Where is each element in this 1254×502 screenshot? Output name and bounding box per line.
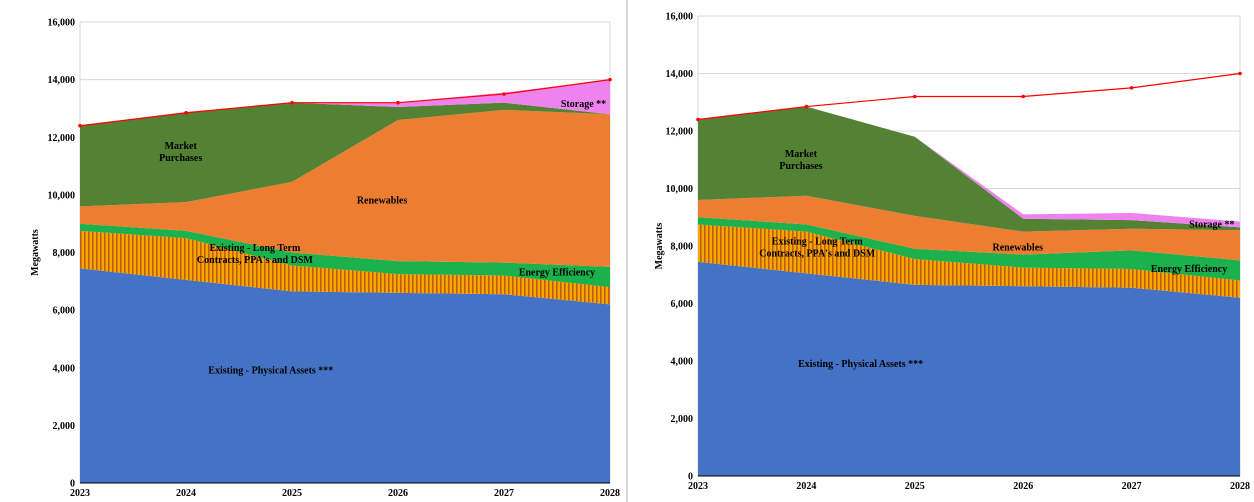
x-tick-label: 2023: [70, 488, 90, 499]
series-label-line: Renewables: [992, 242, 1043, 253]
area-efficiency: [80, 223, 610, 288]
load-point: [78, 123, 82, 128]
series-label-renewables: Renewables: [992, 242, 1043, 253]
y-tick-label: 10,000: [666, 184, 694, 195]
series-label-line: Existing - Long Term: [209, 243, 301, 254]
area-renewables: [698, 195, 1240, 261]
x-tick-label: 2024: [796, 481, 816, 492]
load-point: [1129, 86, 1134, 90]
y-tick-label: 16,000: [48, 18, 76, 29]
load-point: [696, 117, 700, 122]
series-label-physical: Existing - Physical Assets ***: [798, 359, 923, 370]
series-label-line: Purchases: [159, 153, 202, 164]
series-label-line: Contracts, PPA's and DSM: [759, 249, 875, 260]
y-tick-label: 6,000: [53, 306, 76, 317]
y-tick-label: 12,000: [48, 133, 76, 144]
load-point: [608, 77, 612, 82]
series-label-line: Energy Efficiency: [1151, 264, 1227, 275]
y-tick-label: 14,000: [48, 75, 76, 86]
x-tick-label: 2025: [282, 488, 302, 499]
load-line: [79, 79, 611, 127]
chart-divider: [626, 0, 628, 502]
series-label-line: Existing - Physical Assets ***: [208, 366, 333, 377]
y-tick-label: 0: [70, 479, 75, 490]
load-point: [502, 92, 506, 96]
load-point: [1021, 94, 1025, 99]
area-contracts: [80, 230, 610, 305]
x-tick-label: 2027: [1122, 481, 1142, 492]
series-label-efficiency: Energy Efficiency: [519, 268, 595, 279]
series-label-efficiency: Energy Efficiency: [1151, 264, 1227, 275]
series-label-market: Market Purchases: [159, 141, 202, 164]
y-tick-label: 8,000: [53, 248, 76, 259]
x-tick-label: 2026: [1013, 481, 1033, 492]
y-tick-label: 6,000: [671, 299, 694, 310]
chart-right: 0 2,000 4,000 6,000 8,000 10,000 12,000 14,000 1…: [632, 0, 1254, 502]
series-label-renewables: Renewables: [357, 196, 408, 207]
y-tick-label: 0: [688, 472, 693, 483]
series-label-line: Existing - Physical Assets ***: [798, 359, 923, 370]
x-tick-label: 2024: [176, 488, 196, 499]
series-label-contracts: Existing - Long Term Contracts, PPA's and…: [759, 237, 875, 260]
area-renewables: [80, 109, 610, 267]
chart-left: 0 2,000 4,000 6,000 8,000 10,000 12,000 14,000 1…: [0, 0, 622, 502]
series-label-line: Existing - Long Term: [772, 237, 864, 248]
y-tick-label: 8,000: [671, 242, 694, 253]
y-tick-label: 2,000: [53, 421, 76, 432]
series-label-line: Contracts, PPA's and DSM: [197, 255, 313, 266]
x-tick-label: 2027: [494, 488, 514, 499]
load-point: [184, 110, 188, 115]
y-tick-label: 16,000: [666, 12, 694, 23]
y-tick-label: 14,000: [666, 69, 694, 80]
y-tick-label: 12,000: [666, 127, 694, 138]
load-point: [396, 100, 400, 105]
load-point: [804, 104, 809, 109]
load-line: [697, 72, 1241, 121]
x-tick-label: 2023: [688, 481, 708, 492]
area-contracts: [698, 224, 1240, 298]
load-point: [1238, 71, 1242, 76]
y-axis-title: Megawatts: [654, 223, 665, 270]
series-label-contracts: Existing - Long Term Contracts, PPA's and…: [197, 243, 313, 266]
y-tick-label: 10,000: [48, 190, 76, 201]
series-label-line: Energy Efficiency: [519, 268, 595, 279]
y-tick-label: 4,000: [53, 363, 76, 374]
x-tick-label: 2028: [1230, 481, 1250, 492]
series-label-line: Market: [165, 141, 198, 152]
x-tick-label: 2025: [905, 481, 925, 492]
series-label-storage: Storage **: [561, 99, 606, 110]
y-tick-label: 4,000: [671, 357, 694, 368]
y-tick-label: 2,000: [671, 414, 694, 425]
x-tick-label: 2028: [600, 488, 620, 499]
series-label-line: Renewables: [357, 196, 408, 207]
x-tick-label: 2026: [388, 488, 408, 499]
series-label-market: Market Purchases: [779, 149, 822, 172]
series-label-line: Storage **: [1189, 219, 1234, 230]
chart-left-svg: 0 2,000 4,000 6,000 8,000 10,000 12,000 14,000 1…: [30, 18, 620, 500]
area-physical: [698, 261, 1240, 476]
area-efficiency: [698, 217, 1240, 281]
area-physical: [80, 268, 610, 483]
load-point: [913, 94, 917, 99]
series-label-line: Purchases: [779, 161, 822, 172]
series-label-storage: Storage **: [1189, 219, 1234, 230]
area-market: [698, 106, 1240, 232]
chart-right-svg: 0 2,000 4,000 6,000 8,000 10,000 12,000 14,000 1…: [654, 12, 1250, 493]
load-point: [290, 100, 294, 105]
series-label-line: Market: [785, 149, 818, 160]
y-axis-title: Megawatts: [30, 229, 41, 276]
area-market: [80, 102, 610, 207]
series-label-physical: Existing - Physical Assets ***: [208, 366, 333, 377]
series-label-line: Storage **: [561, 99, 606, 110]
